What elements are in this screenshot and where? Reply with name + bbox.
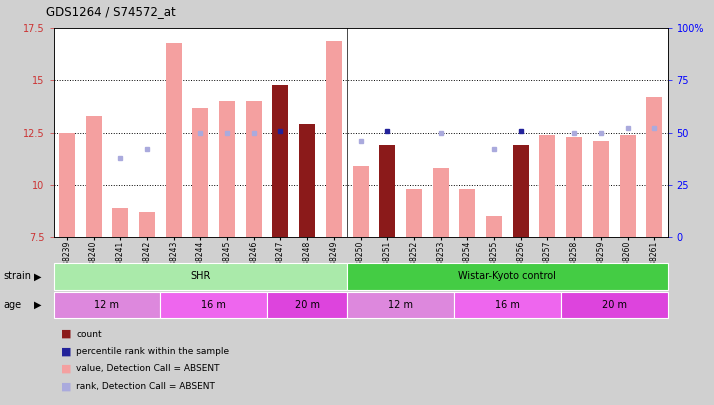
Bar (593, 141, 609, 237)
Text: 16 m: 16 m (495, 300, 520, 310)
Text: ■: ■ (61, 347, 71, 356)
Text: value, Detection Call = ABSENT: value, Detection Call = ABSENT (76, 364, 220, 373)
Bar (406, 189, 422, 237)
Bar (566, 137, 582, 237)
Text: age: age (4, 300, 21, 310)
Text: 20 m: 20 m (295, 300, 320, 310)
Text: ■: ■ (61, 329, 71, 339)
Bar (86, 116, 101, 237)
Bar (513, 145, 529, 237)
Text: percentile rank within the sample: percentile rank within the sample (76, 347, 229, 356)
Bar (161, 292, 267, 318)
Bar (59, 133, 75, 237)
Bar (299, 124, 315, 237)
Bar (560, 292, 668, 318)
Bar (620, 135, 635, 237)
Bar (486, 216, 502, 237)
Text: SHR: SHR (190, 271, 211, 281)
Text: ▶: ▶ (34, 271, 42, 281)
Text: GDS1264 / S74572_at: GDS1264 / S74572_at (46, 5, 176, 18)
Bar (459, 189, 476, 237)
Bar (273, 85, 288, 237)
Bar (646, 97, 663, 237)
Bar (353, 166, 368, 237)
Bar (379, 145, 396, 237)
Bar (347, 263, 668, 290)
Bar (246, 101, 262, 237)
Bar (54, 292, 161, 318)
Text: rank, Detection Call = ABSENT: rank, Detection Call = ABSENT (76, 382, 216, 391)
Bar (219, 101, 235, 237)
Bar (454, 292, 560, 318)
Text: ■: ■ (61, 382, 71, 391)
Bar (540, 135, 555, 237)
Text: 16 m: 16 m (201, 300, 226, 310)
Bar (192, 108, 208, 237)
Text: ▶: ▶ (34, 300, 42, 310)
Text: ■: ■ (61, 364, 71, 374)
Text: 12 m: 12 m (94, 300, 119, 310)
Text: 12 m: 12 m (388, 300, 413, 310)
Bar (326, 41, 342, 237)
Bar (267, 292, 347, 318)
Bar (347, 292, 454, 318)
Bar (433, 168, 448, 237)
Bar (112, 208, 129, 237)
Bar (54, 263, 347, 290)
Text: 20 m: 20 m (602, 300, 627, 310)
Text: count: count (76, 330, 102, 339)
Text: Wistar-Kyoto control: Wistar-Kyoto control (458, 271, 556, 281)
Text: strain: strain (4, 271, 31, 281)
Bar (166, 43, 181, 237)
Bar (139, 212, 155, 237)
